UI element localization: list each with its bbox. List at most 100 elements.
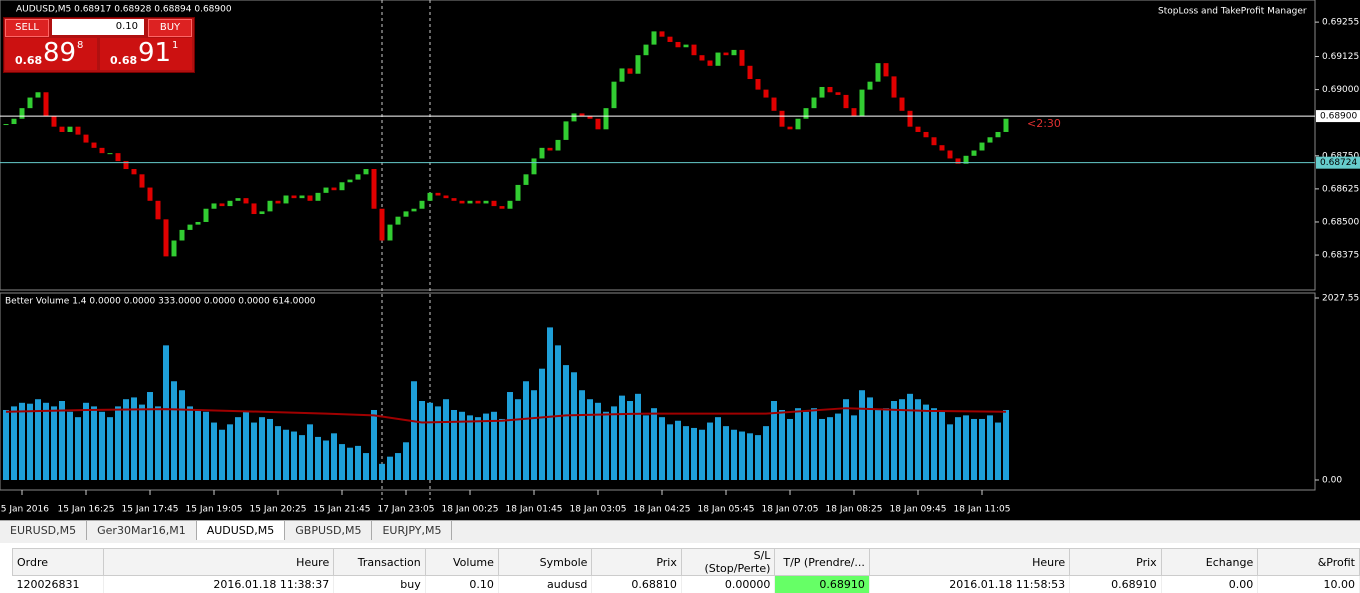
volume-bar	[723, 426, 729, 480]
volume-bar	[795, 408, 801, 480]
candle	[612, 82, 617, 108]
y-tick-label: 2027.55	[1322, 294, 1359, 304]
candle	[788, 127, 793, 130]
volume-bar	[907, 394, 913, 480]
volume-bar	[851, 415, 857, 480]
tab[interactable]: EURUSD,M5	[0, 521, 87, 540]
x-tick-label: 15 Jan 2016	[0, 505, 49, 515]
candle	[700, 55, 705, 60]
candle	[980, 143, 985, 151]
tab[interactable]: EURJPY,M5	[372, 521, 452, 540]
volume-bar	[51, 406, 57, 480]
candle	[468, 201, 473, 204]
column-header[interactable]: Prix	[1070, 549, 1161, 576]
volume-bar	[483, 414, 489, 480]
x-tick-label: 18 Jan 09:45	[890, 505, 947, 515]
lot-input[interactable]: 0.10	[52, 19, 144, 35]
candle	[852, 108, 857, 116]
column-header[interactable]: Heure	[869, 549, 1069, 576]
volume-bar	[491, 412, 497, 480]
volume-bar	[315, 437, 321, 480]
volume-bar	[579, 390, 585, 480]
x-tick-label: 18 Jan 03:05	[570, 505, 627, 515]
column-header[interactable]: Symbole	[498, 549, 592, 576]
volume-bar	[179, 390, 185, 480]
volume-bar	[963, 415, 969, 480]
candle	[20, 108, 25, 119]
candle	[476, 201, 481, 204]
candle	[908, 111, 913, 127]
tab[interactable]: GBPUSD,M5	[285, 521, 372, 540]
x-tick-label: 15 Jan 16:25	[58, 505, 115, 515]
volume-bar	[987, 415, 993, 480]
buy-button[interactable]: BUY	[148, 19, 192, 37]
candle	[276, 201, 281, 204]
candle	[716, 53, 721, 66]
column-header[interactable]: Prix	[592, 549, 681, 576]
candle	[364, 169, 369, 174]
table-cell: 120026831	[13, 576, 104, 593]
chart-window: AUDUSD,M5 0.68917 0.68928 0.68894 0.6890…	[0, 0, 1360, 520]
candle	[148, 188, 153, 201]
candle	[140, 174, 145, 187]
column-header[interactable]: S/L (Stop/Perte)	[681, 549, 775, 576]
column-header[interactable]: Transaction	[334, 549, 425, 576]
sell-button[interactable]: SELL	[5, 19, 49, 37]
candle	[836, 92, 841, 95]
candle	[548, 148, 553, 151]
x-tick-label: 15 Jan 20:25	[250, 505, 307, 515]
tab[interactable]: Ger30Mar16,M1	[87, 521, 197, 540]
candle	[452, 198, 457, 201]
candle	[356, 174, 361, 179]
volume-bar	[971, 419, 977, 480]
candle	[828, 87, 833, 92]
volume-bar	[539, 369, 545, 480]
y-tick-label: 0.68625	[1322, 184, 1359, 194]
candle	[60, 127, 65, 132]
candle	[324, 188, 329, 193]
volume-bar	[163, 345, 169, 480]
x-tick-label: 18 Jan 08:25	[826, 505, 883, 515]
volume-bar	[307, 424, 313, 480]
candle	[108, 153, 113, 154]
candle	[316, 193, 321, 201]
column-header[interactable]: Echange	[1161, 549, 1258, 576]
candle	[460, 201, 465, 204]
volume-bar	[835, 414, 841, 480]
volume-bar	[875, 410, 881, 480]
volume-bar	[139, 405, 145, 480]
candle	[260, 211, 265, 214]
volume-bar	[355, 446, 361, 480]
candle	[76, 127, 81, 135]
price-pips: 91	[138, 38, 171, 68]
table-cell: 10.00	[1258, 576, 1360, 593]
candle	[692, 45, 697, 56]
column-header[interactable]: Heure	[104, 549, 334, 576]
volume-bar	[891, 401, 897, 480]
volume-bar	[827, 417, 833, 480]
candle	[44, 92, 49, 116]
candle	[372, 169, 377, 209]
column-header[interactable]: T/P (Prendre/...	[775, 549, 870, 576]
volume-bar	[651, 408, 657, 480]
volume-bar	[635, 394, 641, 480]
candle	[484, 201, 489, 204]
candle	[636, 55, 641, 74]
column-header[interactable]: &Profit	[1258, 549, 1360, 576]
candle	[36, 92, 41, 97]
candle	[540, 148, 545, 159]
x-tick-label: 18 Jan 07:05	[762, 505, 819, 515]
column-header[interactable]: Ordre	[13, 549, 104, 576]
volume-bar	[603, 412, 609, 480]
candle	[284, 196, 289, 204]
candle	[772, 98, 777, 111]
volume-bar	[523, 381, 529, 480]
candle	[52, 116, 57, 127]
tab[interactable]: AUDUSD,M5	[197, 521, 286, 540]
price-prefix: 0.68	[15, 54, 42, 67]
column-header[interactable]: Volume	[425, 549, 498, 576]
